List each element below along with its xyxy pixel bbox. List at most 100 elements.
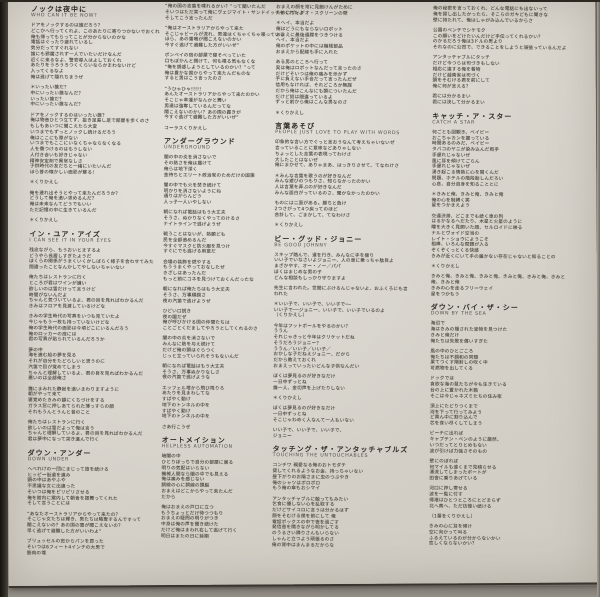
lyric-paragraph: アンタッチャブルにタッチ だけど今つらは司づきもしない 相応に達する俺を着物 だけど越… [432,56,567,92]
lyric-line: 北へ南へ、ただ彷徨い続ける [429,503,492,510]
lyric-line: 君の写真が貼られているんだろうか [28,337,105,344]
lyric-line: 俺に何が言える？ [432,84,471,90]
lyric-line: 田舎に乗りあげている [429,476,478,482]
lyric-line: （くりかえし） [273,313,308,319]
lyric-line: 筋肉の塊 [26,550,47,556]
lyric-line: 君には決して分かるまい [432,100,486,106]
lyric-paragraph: ブリュッセルの窓からパンを買った そいつは6フィート4インチの大男で 筋肉の塊 [27,539,156,557]
lyric-line: みんな面白がっているのさ、聞かなかったのかい [274,190,380,197]
song-title-en: TOUCHING THE UNTOUCHABLES [272,453,369,460]
lyric-paragraph: ＊ヘイ、本当だよ 俺はどうにもならないロボット おまえに最後通牒をつきつける ヘイ、本… [276,21,412,57]
scan-edge-top [0,0,600,2]
lyric-paragraph: きみの学生時代の写真をいつも見ていたよ 今じゃもう一枚も持っていないけどな 俺の学生… [28,314,157,344]
paper-sheet: ノックは夜中に WHO CAN IT BE NOW? ドアをノックするのは誰だろう？… [5,0,599,586]
lyric-line: 先生に言われた。世間にぶけるんじゃないよ、おふくろにも言 [273,285,408,292]
lyric-paragraph: 何ごとも回観き、ベイビー おこちゃカンを握っている 時間あるのみだ、ベイビー タバコの… [432,130,567,189]
lyric-line: そこは今じゃネズミたちの住み家 [430,393,503,400]
lyric-paragraph: 頂上にたどりつくまで 河を下って行ってみよう ど真ん中に割り込んで 芯を食い尽くしてし… [430,404,564,428]
lyric-paragraph: ＊いい子で、いい子で、いい子で── いい子で──ジョニー、いい子で、いい子でいるの… [274,302,410,320]
lyric-line: ずっと前から俺はこんな男なのさ [275,100,348,106]
lyric-paragraph: ぼくは夢見るのが好きなだけ 一日中ずっとね 誰一人、金切声を上げたりしない [273,374,409,392]
lyric-line: 合計して、ごまかして、てなわけさ [274,212,351,219]
lyric-line: 誰一人、金切声を上げたりしない [273,385,346,392]
lyric-line: ＊くりかえし [29,218,59,224]
lyric-line: 波が引けば力強さそのもの [429,448,488,455]
lyric-paragraph: ものには二面がある。勝ちと負け 2つさがって4つ戻ってのほど 合計して、ごまかして、… [274,201,410,219]
song-header: ダウン・アンダー DOWN UNDER [28,449,157,464]
lyric-paragraph: ＊くりかえし [274,223,410,230]
lyric-paragraph: スキップ踏んで、道を行き、みんなに手を振り いい子でいなさいよジョニー、人の車に乗… [274,253,410,283]
lyric-line: 星をつかもう [430,291,460,298]
lyric-paragraph: きみの心に耳を傾け 空に向かって叫る ふるえているのが分からないかい 恋しくならないか… [429,524,563,548]
song-title-en: BE GOOD JOHNNY [274,242,328,249]
lyric-paragraph: ＊きみと俺、きみと俺、きみと俺 俺の心を制縛く笑 星をつかまえよう [432,192,566,210]
scan-edge-right [597,0,600,597]
lyric-paragraph: いい子で、いい子で、いい子で、 ジョニー [273,428,409,441]
lyric-paragraph: 俺を連れ出そうとやって来たんだろうか？ どうして俺を追い求めるんだ？ 俺は未来なんて… [30,191,159,215]
lyric-line: ジョニー [272,433,292,439]
lyric-line: ＊くりかえし [29,180,59,186]
lyric-line: 俺の背中はまんまるだからな [271,542,335,549]
lyric-paragraph: ぼくは夢見るのが好きなだけ 一日中ずっとね そこじゃわめく人なんて一人もいない [273,406,409,424]
lyric-paragraph: ＊みんな言葉を歌うのが好きなんだ みんな遊びのつもりさ、知らなかったのかい 人は言葉… [275,174,411,198]
lyric-line: おまえから配線も手に入れた [275,49,339,56]
lyric-paragraph: ＊くりかえし [30,180,159,187]
lyric-line: 壁に持たれて、俺はしゃがみ込んでいるからさ [433,17,534,24]
lyric-paragraph: ＊くりかえし [275,111,411,118]
song-title-en: CATCH A STAR [432,120,476,126]
lyric-paragraph: 残念ながら、もうおいとまするよ どうやら長居しすぎたようだ ぼくらの関係がうまくいく… [29,248,158,272]
lyric-paragraph: 交通渋滞、どこまでも続く車の列 はるかなるへだたり、木星と火星のように 瞳を大きく見… [431,214,566,261]
song-header: イン・ユア・アイズ I CAN SEE IT IN YOUR EYES [29,230,158,245]
lyric-line: 俺たちは失敗を償いすぎた [430,338,489,345]
lyric-line: それなのに公然で、できることをしようと頑張っているんだよ [432,45,567,52]
song-header: 言葉あそび PEOPLE JUST LOVE TO PLAY WITH WORDS [275,122,411,137]
lyric-line: 俺にまかせて、ありゃまあ、はっきりさせて、てなわけさ [274,163,400,170]
lyric-paragraph: きみと俺、きみと俺、きみと俺、きみと俺、きみと俺、きみと 俺、きみと俺 きみの心を走… [431,275,565,299]
lyric-paragraph: 河口に押し寄せる 波を一覧に付す 帰港はひとつところにとどまらず 北へ南へ、ただ彷徨い… [429,487,563,511]
lyric-paragraph: 今年はフットボールをやるのかい？ ううん それじゃきっと今年はクリケットだね そうだろ… [273,324,409,371]
lyric-line: （1番をくりかえし） [429,514,476,520]
song-title-en: I CAN SEE IT IN YOUR EYES [29,237,112,244]
lyric-line: 可燃物を出してくる [430,366,474,372]
lyric-line: 星をつかまえよう [431,203,470,209]
lyric-line: 中にいったい誰なんだ？ [30,102,84,108]
lyric-line: ためにヴィデオ・スクリーンの壁 [276,10,348,17]
song-header: ダウン・バイ・ザ・シー DOWN BY THE SEA [431,304,565,319]
lyric-paragraph: ドアをノックするのはいったい誰？ 俺は物音ひとつ立てず、抜き足差し足で部屋を歩くの… [30,113,159,177]
lyric-paragraph: 印象的な言い方でぐっと言おうなんて考えちゃいないぜ 言っていることに意味などありゃ… [275,140,411,170]
lyric-paragraph: 俺たちはレストランに行く ところが君はワインが嫌い 欲しいのは雪だけって言うけど 時間… [29,275,158,311]
lyric-line: どんな相談もしっかり守りますよ [273,275,346,282]
lyric-paragraph: ＊くりかえし [29,218,158,225]
lyric-line: きみが近くにいて手の届かない存在じゃないと知ることの [431,254,556,261]
lyric-line: ＊くりかえし [275,110,305,116]
lyric-paragraph: “あなたオーストラリアからやって来たの？ そこじゃ女たちは輝き、男たちは略奪するん… [27,512,156,536]
lyric-line: 間違ったことなんかしてやしないちゃいない [29,265,125,271]
scan-edge-left [0,0,8,597]
lyric-line: 恋しくならないかい？ [428,541,477,547]
lyric-paragraph: （1番をくりかえし） [429,514,563,521]
lyric-line: ＊くりかえし [273,395,302,402]
lyric-paragraph: おまえの顔を常に見飽けんがために ためにヴィデオ・スクリーンの壁 [276,5,412,18]
lyric-paragraph: ＊いったい誰だ？ 中にいったい誰なんだ？ いったい誰だ？ 中にいったい誰なんだ？ [30,85,159,109]
lyric-paragraph: 夢の中 海を進む船の夢を見る それが自分をたどらしいと思うのに 汽笛で目が覚めてしまう… [28,348,157,384]
lyric-line: 悪いのは全部俺さ [28,376,67,382]
lyric-line: ただ記憶の中に生きているんだ [29,207,97,214]
lyric-paragraph: 風の中のひとごころ 俺たちは不調和の同類 果てつくす陽射しの吹く中 可燃物を出してくる [430,349,564,373]
lyric-line: そして言うことには [27,501,71,507]
lyric-line: ＊くりかえし [274,222,304,229]
lyric-column: 俺の秘密を言っておくれ、どんな電話にも出ないって 俺を探し出したかったら、そこらの… [429,6,568,553]
song-header: ビー・グッド・ジョニー BE GOOD JOHNNY [274,235,410,250]
lyric-columns: ノックは夜中に WHO CAN IT BE NOW? ドアをノックするのは誰だろう？… [5,0,595,585]
lyric-paragraph: ドアをノックするのは誰だろう？ どこかへ行ってくれよ、このあたりに寄りつかないでお… [31,23,160,82]
lyric-paragraph: ビーチに出れば キャプテン・ベンのように厳然、 いつだってとりとめもない 波が引けば力… [430,432,564,456]
lyric-paragraph: 壁にのぼれば 何マイルも遠くまで見晴らせる 漂流してしまったボートが 田舎に乗りあげて… [429,459,563,483]
song-header: キャッチ・ア・スター CATCH A STAR [432,112,566,127]
song-header: ノックは夜中に WHO CAN IT BE NOW? [31,5,160,20]
lyric-line: それもうんとうんと昔のこと [27,409,91,416]
lyric-column: おまえの顔を常に見飽けんがために ためにヴィデオ・スクリーンの壁 ＊ヘイ、本当だよ俺… [272,5,412,554]
lyric-paragraph: 先生に言われた。世間にぶけるんじゃないよ、おふくろにも言 われた [274,286,410,299]
lyric-line: きみはフロアを見渡しているけどな [28,304,106,310]
lyric-paragraph: へべれけの一団にまじって旅を続ける ヒッピー街道を進み 頭の中はあやふや 不思議な女に… [27,467,156,508]
lyric-paragraph: 靄にまみれた静寂を追いまわりますように 朝がやって来て 寝覚めたきみの額にくちづけを… [28,387,157,417]
song-title-en: DOWN BY THE SEA [430,311,487,318]
